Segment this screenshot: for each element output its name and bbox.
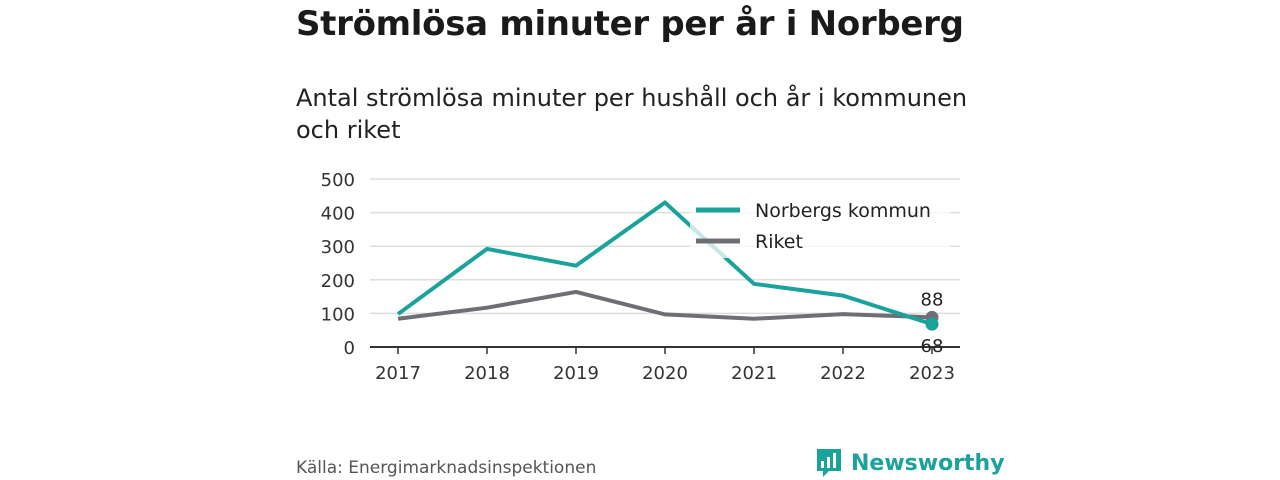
legend-label: Riket [755, 231, 803, 253]
end-value-label: 68 [921, 336, 944, 357]
end-point-norbergs-kommun [925, 317, 939, 331]
x-tick-label: 2018 [464, 363, 510, 384]
y-tick-label: 400 [321, 204, 355, 225]
x-tick-label: 2022 [820, 363, 866, 384]
series-line-riket [397, 289, 933, 321]
legend: Norbergs kommun Riket [690, 192, 950, 258]
x-axis-ticks: 2017 2018 2019 2020 2021 2022 2023 [375, 347, 955, 384]
y-tick-label: 300 [321, 237, 355, 258]
newsworthy-logo: Newsworthy [815, 447, 1005, 479]
x-tick-label: 2020 [642, 363, 688, 384]
legend-background [690, 192, 950, 258]
end-value-label: 88 [921, 289, 944, 310]
end-labels: 88 68 [921, 289, 944, 357]
series-line-norbergs-kommun [396, 199, 933, 327]
line-chart: 0 100 200 300 400 500 2017 2018 2019 2020 2021 202… [321, 170, 960, 384]
chart-subtitle: Antal strömlösa minuter per hushåll och … [296, 84, 968, 144]
y-tick-label: 200 [321, 271, 355, 292]
x-tick-label: 2021 [731, 363, 777, 384]
brand-name: Newsworthy [851, 450, 1005, 476]
y-tick-label: 500 [321, 170, 355, 191]
y-tick-label: 100 [321, 304, 355, 325]
source-note: Källa: Energimarknadsinspektionen [296, 458, 597, 478]
series-lines [396, 199, 939, 331]
y-axis-ticks: 0 100 200 300 400 500 [321, 170, 355, 359]
x-tick-label: 2017 [375, 363, 421, 384]
x-tick-label: 2019 [553, 363, 599, 384]
bar-chart-icon [817, 449, 841, 477]
y-tick-label: 0 [344, 338, 355, 359]
legend-label: Norbergs kommun [755, 200, 931, 222]
x-tick-label: 2023 [909, 363, 955, 384]
chart-title: Strömlösa minuter per år i Norberg [296, 4, 964, 44]
